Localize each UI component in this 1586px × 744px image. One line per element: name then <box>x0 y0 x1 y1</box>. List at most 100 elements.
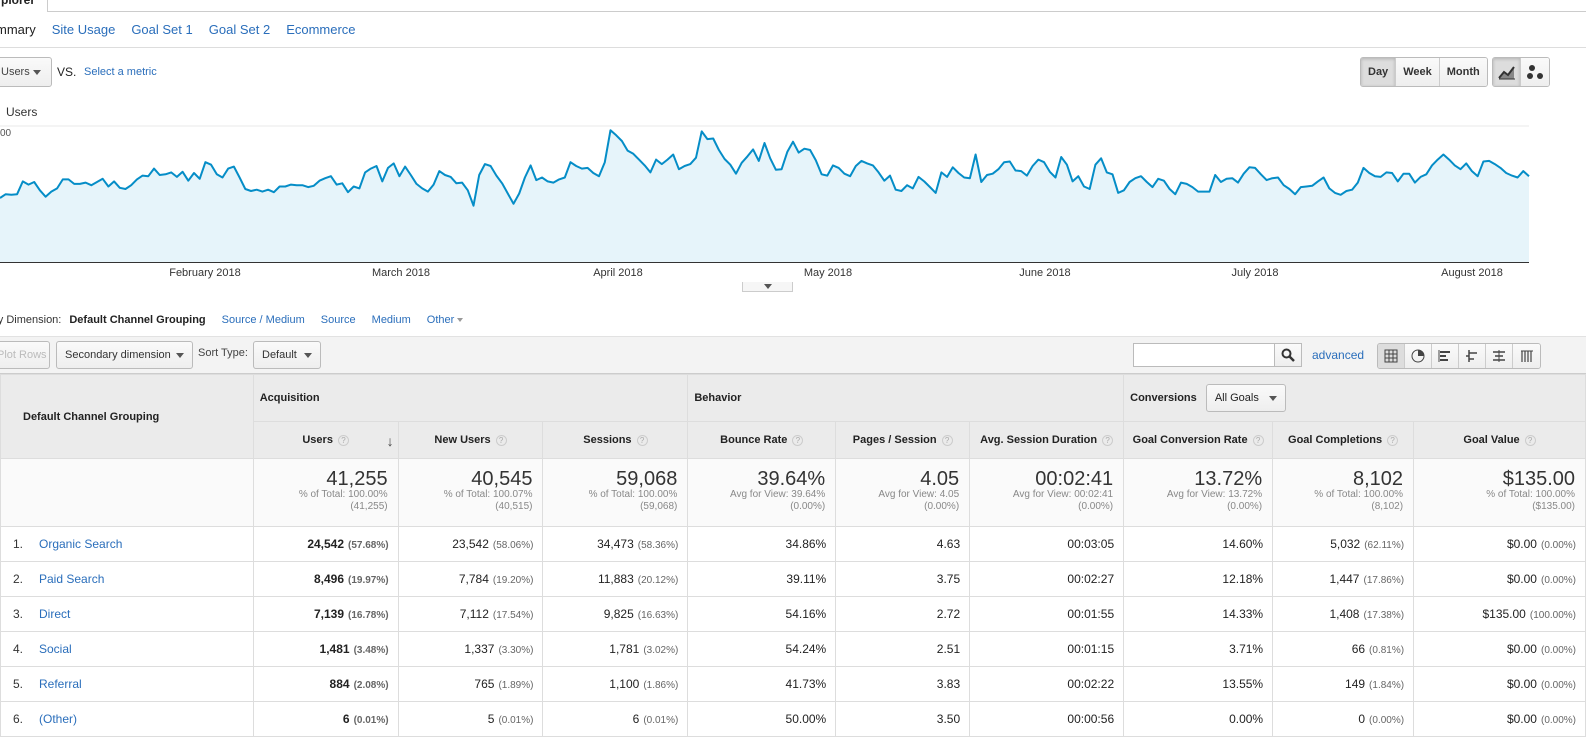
help-icon[interactable]: ? <box>1524 434 1536 446</box>
goal-completions-cell: 5,032 (62.11%) <box>1272 526 1415 562</box>
total-subtext: (41,255) <box>350 501 388 512</box>
performance-view-button[interactable] <box>1432 344 1459 368</box>
help-icon[interactable]: ? <box>792 434 804 446</box>
row-dimension-cell: 3. Direct <box>0 596 254 632</box>
col-header-bounce-rate-label: Bounce Rate <box>720 434 788 446</box>
table-row: 1. Organic Search 24,542 (57.68%) 23,542 (5… <box>0 526 1586 562</box>
row-dimension-link[interactable]: Referral <box>39 677 82 691</box>
chevron-down-icon <box>304 353 312 358</box>
sort-type-dropdown[interactable]: Default <box>253 341 321 369</box>
totals-dim-cell <box>0 458 254 527</box>
dimension-other[interactable]: Other <box>427 314 464 326</box>
users-pct: (19.97%) <box>348 575 389 586</box>
tab-goal-set-1[interactable]: Goal Set 1 <box>131 22 193 37</box>
month-button[interactable]: Month <box>1439 58 1487 86</box>
row-index: 4. <box>13 642 24 656</box>
col-header-avg-session-duration[interactable]: Avg. Session Duration? <box>969 421 1125 459</box>
col-header-sessions[interactable]: Sessions? <box>542 421 689 459</box>
plot-rows-button[interactable]: Plot Rows <box>0 341 50 369</box>
col-header-pages-session[interactable]: Pages / Session? <box>835 421 971 459</box>
help-icon[interactable]: ? <box>941 434 953 446</box>
search-button[interactable] <box>1274 343 1302 367</box>
conversion-rate-cell: 3.71% <box>1123 631 1274 667</box>
avg-duration-cell: 00:01:55 <box>969 596 1125 632</box>
tab-summary[interactable]: mmary <box>0 22 36 37</box>
conversion-rate-cell: 12.18% <box>1123 561 1274 597</box>
users-cell: 6 (0.01%) <box>252 701 399 737</box>
goal-completions-cell: 0 (0.00%) <box>1272 701 1415 737</box>
secondary-dimension-dropdown[interactable]: Secondary dimension <box>56 341 193 369</box>
day-button[interactable]: Day <box>1361 58 1397 86</box>
total-subtext: Avg for View: 00:02:41 <box>1012 489 1114 500</box>
col-header-users[interactable]: Users? ↓ <box>252 421 399 459</box>
help-icon[interactable]: ? <box>1387 434 1399 446</box>
sessions-value: 11,883 <box>597 572 634 586</box>
total-value: 8,102 <box>1353 468 1404 490</box>
tab-ecommerce[interactable]: Ecommerce <box>286 22 356 37</box>
help-icon[interactable]: ? <box>636 434 648 446</box>
sort-descending-icon: ↓ <box>386 433 394 449</box>
help-icon[interactable]: ? <box>495 434 507 446</box>
pivot-view-button[interactable] <box>1513 344 1540 368</box>
line-chart-button[interactable] <box>1493 58 1521 86</box>
sessions-value: 1,781 <box>609 642 640 656</box>
help-icon[interactable]: ? <box>1102 434 1114 446</box>
tab-site-usage[interactable]: Site Usage <box>51 22 116 37</box>
percentage-view-button[interactable] <box>1405 344 1432 368</box>
explorer-tab[interactable]: plorer <box>0 0 49 12</box>
term-cloud-view-button[interactable] <box>1486 344 1513 368</box>
row-dimension-link[interactable]: Organic Search <box>39 537 123 551</box>
goal-completions-pct: (1.84%) <box>1369 680 1405 691</box>
row-dimension-link[interactable]: Paid Search <box>39 572 105 586</box>
col-header-goal-value-label: Goal Value <box>1463 434 1520 446</box>
sessions-cell: 11,883 (20.12%) <box>542 561 689 597</box>
metric-dropdown[interactable]: Users <box>0 57 52 87</box>
avg-duration-cell: 00:01:15 <box>969 631 1125 667</box>
total-subtext: Avg for View: 4.05 <box>878 489 960 500</box>
help-icon[interactable]: ? <box>1252 434 1264 446</box>
advanced-filter-link[interactable]: advanced <box>1312 348 1365 362</box>
tab-goal-set-2[interactable]: Goal Set 2 <box>208 22 271 37</box>
motion-chart-button[interactable] <box>1521 58 1549 86</box>
dimension-medium[interactable]: Medium <box>371 314 411 326</box>
row-dimension-link[interactable]: Direct <box>39 607 71 621</box>
row-dimension-cell: 6. (Other) <box>0 701 254 737</box>
users-cell: 1,481 (3.48%) <box>252 631 399 667</box>
col-header-goal-completions[interactable]: Goal Completions? <box>1272 421 1415 459</box>
col-header-goal-conversion-rate[interactable]: Goal Conversion Rate? <box>1123 421 1274 459</box>
new-users-cell: 765 (1.89%) <box>397 666 544 702</box>
col-header-goal-conversion-rate-label: Goal Conversion Rate <box>1132 434 1248 446</box>
total-subtext: % of Total: 100.00% <box>588 489 678 500</box>
week-button[interactable]: Week <box>1396 58 1440 86</box>
goal-completions-value: 66 <box>1351 642 1366 656</box>
col-header-goal-value[interactable]: Goal Value? <box>1413 421 1586 459</box>
dimension-source[interactable]: Source <box>320 314 356 326</box>
table-filter-input[interactable] <box>1133 343 1275 367</box>
total-subtext: % of Total: 100.00% <box>298 489 388 500</box>
bounce-rate-cell: 39.11% <box>687 561 837 597</box>
select-metric-link[interactable]: Select a metric <box>84 66 157 78</box>
goal-completions-pct: (0.81%) <box>1369 645 1405 656</box>
goal-value-value: $0.00 <box>1506 677 1537 691</box>
total-subtext: ($135.00) <box>1532 501 1575 512</box>
new-users-value: 765 <box>474 677 495 691</box>
chart-collapse-handle[interactable] <box>742 282 793 292</box>
pages-session-cell: 4.63 <box>835 526 971 562</box>
new-users-pct: (0.01%) <box>498 715 534 726</box>
row-dimension-cell: 1. Organic Search <box>0 526 254 562</box>
col-header-new-users[interactable]: New Users? <box>397 421 544 459</box>
sessions-pct: (3.02%) <box>643 645 679 656</box>
dimension-source-medium[interactable]: Source / Medium <box>221 314 305 326</box>
help-icon[interactable]: ? <box>337 434 349 446</box>
comparison-view-button[interactable] <box>1459 344 1486 368</box>
total-subtext: (59,068) <box>640 501 678 512</box>
users-series-line <box>0 129 1530 207</box>
data-table-view-button[interactable] <box>1378 344 1405 368</box>
row-dimension-link[interactable]: (Other) <box>39 712 78 726</box>
col-header-sessions-label: Sessions <box>583 434 632 446</box>
row-dimension-link[interactable]: Social <box>39 642 72 656</box>
total-cell: 00:02:41 Avg for View: 00:02:41 (0.00%) <box>969 458 1125 527</box>
col-header-bounce-rate[interactable]: Bounce Rate? <box>687 421 837 459</box>
comparison-icon <box>1466 350 1477 362</box>
all-goals-dropdown[interactable]: All Goals <box>1205 384 1286 412</box>
